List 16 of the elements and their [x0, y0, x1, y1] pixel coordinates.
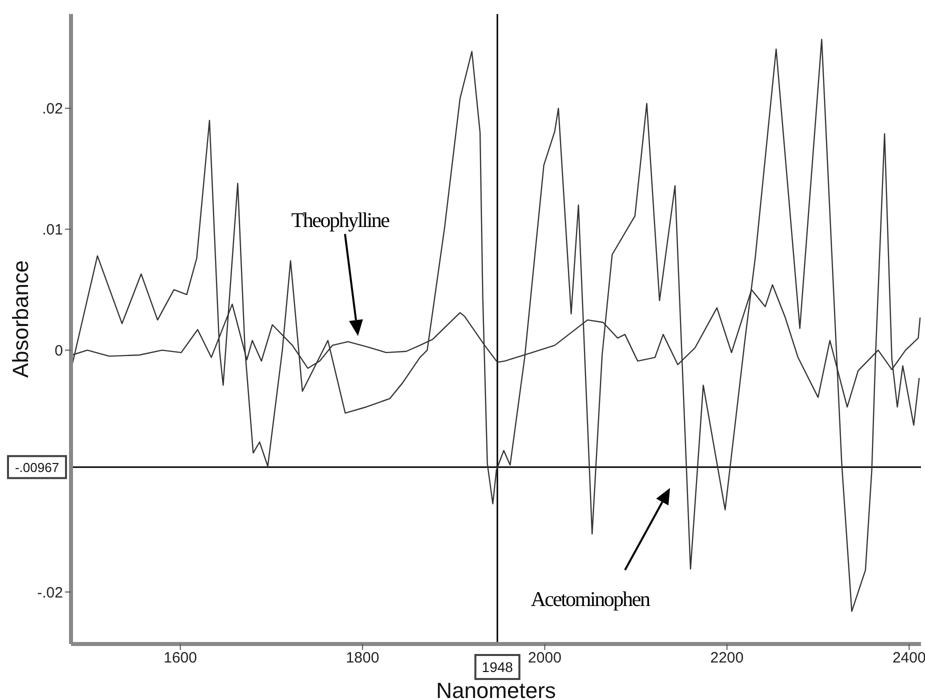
- y-tick-label: .02: [42, 100, 63, 118]
- ref-line-label: -.00967: [14, 460, 60, 476]
- y-tick-label: -.02: [37, 584, 63, 602]
- line-series: [71, 38, 920, 612]
- annotation: Acetominophen: [530, 587, 651, 611]
- y-axis-title: Absorbance: [8, 260, 33, 378]
- x-axis-title: Nanometers: [436, 678, 556, 700]
- x-tick-label: 1800: [346, 650, 380, 667]
- x-tick-label: 2000: [528, 650, 562, 667]
- annotation: Theophylline: [291, 208, 390, 232]
- y-tick-label: 0: [54, 342, 63, 360]
- x-tick-label: 2400: [892, 650, 925, 667]
- ref-line-label: 1948: [482, 659, 514, 675]
- x-tick-label: 1600: [164, 650, 198, 667]
- x-tick-label: 2200: [710, 650, 744, 667]
- y-tick-label: .01: [42, 222, 63, 239]
